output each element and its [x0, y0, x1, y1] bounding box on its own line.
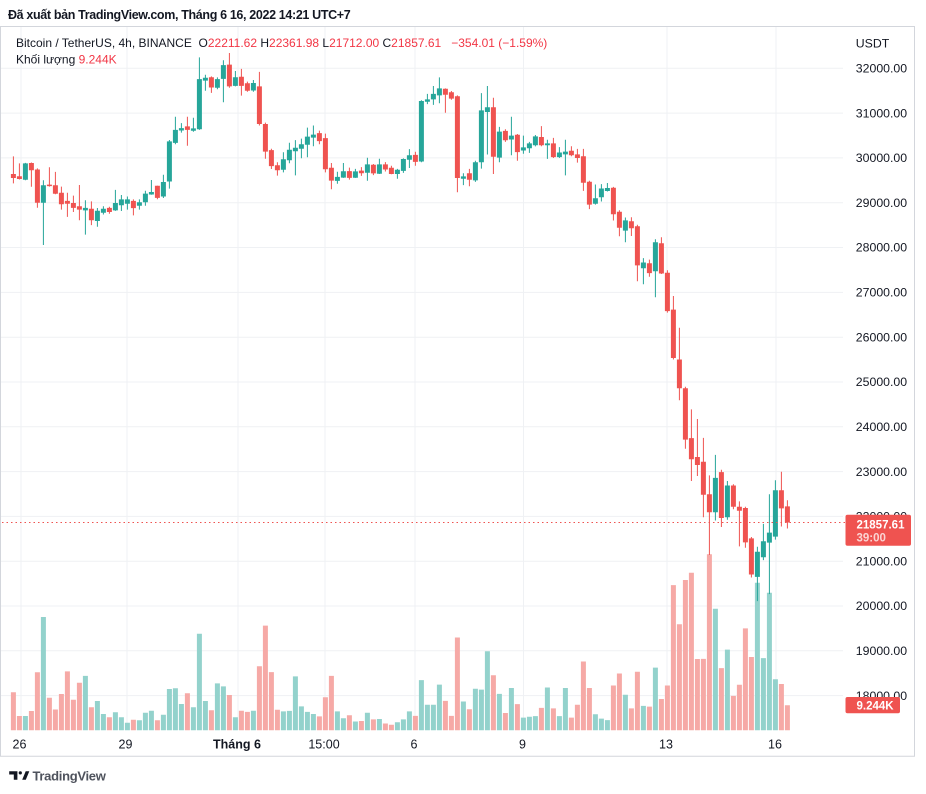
svg-text:27000.00: 27000.00 [856, 286, 907, 300]
svg-text:21857.61: 21857.61 [857, 519, 906, 531]
svg-text:21000.00: 21000.00 [856, 554, 907, 568]
svg-text:16: 16 [768, 738, 782, 752]
svg-text:Bitcoin / TetherUS, 4h, BINANC: Bitcoin / TetherUS, 4h, BINANCE O22211.6… [16, 36, 547, 50]
svg-text:13: 13 [659, 738, 673, 752]
svg-text:19000.00: 19000.00 [856, 644, 907, 658]
svg-text:15:00: 15:00 [308, 738, 339, 752]
svg-text:Khối lượng 9.244K: Khối lượng 9.244K [16, 53, 117, 67]
svg-text:39:00: 39:00 [857, 532, 886, 544]
svg-text:USDT: USDT [856, 36, 890, 50]
svg-text:26: 26 [13, 738, 27, 752]
svg-text:24000.00: 24000.00 [856, 420, 907, 434]
svg-text:29000.00: 29000.00 [856, 196, 907, 210]
svg-text:9: 9 [519, 738, 526, 752]
svg-text:28000.00: 28000.00 [856, 241, 907, 255]
svg-text:6: 6 [411, 738, 418, 752]
svg-text:26000.00: 26000.00 [856, 330, 907, 344]
svg-text:25000.00: 25000.00 [856, 375, 907, 389]
svg-text:30000.00: 30000.00 [856, 151, 907, 165]
svg-text:Đã xuất bản TradingView.com, T: Đã xuất bản TradingView.com, Tháng 6 16,… [8, 8, 351, 22]
svg-text:TradingView: TradingView [33, 768, 107, 783]
svg-text:31000.00: 31000.00 [856, 106, 907, 120]
svg-text:29: 29 [119, 738, 133, 752]
svg-text:9.244K: 9.244K [857, 700, 895, 712]
svg-text:20000.00: 20000.00 [856, 599, 907, 613]
svg-text:23000.00: 23000.00 [856, 465, 907, 479]
svg-text:Tháng 6: Tháng 6 [213, 738, 261, 752]
svg-text:32000.00: 32000.00 [856, 62, 907, 76]
